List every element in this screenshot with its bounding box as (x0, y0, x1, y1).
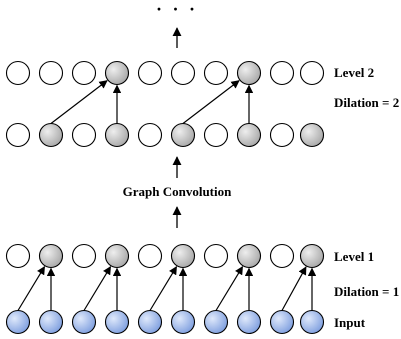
level2-row-node-9 (299, 60, 325, 86)
level2-input-row-node-0 (5, 122, 31, 148)
input-row-node-8 (269, 309, 295, 335)
level2-row-node-1 (38, 60, 64, 86)
level1-row-node-7 (236, 243, 262, 269)
level1-row-node-6 (203, 243, 229, 269)
level2-input-row-node-7 (236, 122, 262, 148)
input-row-node-7 (236, 309, 262, 335)
level1-label: Level 1 (334, 249, 374, 264)
input-row-node-2 (71, 309, 97, 335)
level2-row-node-7 (236, 60, 262, 86)
edge-layer (17, 80, 317, 311)
connection-arrow-2 (182, 80, 240, 124)
level1-row-node-5 (170, 243, 196, 269)
level2-input-row-node-5 (170, 122, 196, 148)
input-row-node-3 (104, 309, 130, 335)
input-row-node-1 (38, 309, 64, 335)
level1-row-node-0 (5, 243, 31, 269)
level2-input-row-node-4 (137, 122, 163, 148)
level2-row-node-6 (203, 60, 229, 86)
level1-row-node-1 (38, 243, 64, 269)
level2-input-row-node-2 (71, 122, 97, 148)
dilation1-label: Dilation = 1 (334, 284, 399, 299)
dilation2-label: Dilation = 2 (334, 95, 399, 110)
level2-row-node-4 (137, 60, 163, 86)
ellipsis-label: · · · (156, 0, 198, 19)
node-layer (5, 60, 325, 335)
level1-row-node-3 (104, 243, 130, 269)
connection-arrow-4 (17, 265, 46, 311)
input-row-node-5 (170, 309, 196, 335)
connection-arrow-8 (149, 265, 178, 311)
level2-input-row-node-8 (269, 122, 295, 148)
level2-row-node-2 (71, 60, 97, 86)
level2-row-node-5 (170, 60, 196, 86)
level2-input-row-node-9 (299, 122, 325, 148)
level2-input-row-node-6 (203, 122, 229, 148)
input-row-node-6 (203, 309, 229, 335)
connection-arrow-0 (50, 80, 108, 124)
connection-arrow-6 (83, 265, 112, 311)
level1-row-node-4 (137, 243, 163, 269)
level2-input-row-node-3 (104, 122, 130, 148)
graph-convolution-label: Graph Convolution (123, 184, 232, 199)
level1-row-node-9 (299, 243, 325, 269)
level2-label: Level 2 (334, 65, 374, 80)
level1-row-node-8 (269, 243, 295, 269)
level2-row-node-0 (5, 60, 31, 86)
input-row-node-0 (5, 309, 31, 335)
level2-row-node-3 (104, 60, 130, 86)
level2-input-row-node-1 (38, 122, 64, 148)
input-row-node-4 (137, 309, 163, 335)
input-label: Input (334, 315, 366, 330)
connection-arrow-12 (281, 266, 307, 311)
input-row-node-9 (299, 309, 325, 335)
connection-arrow-10 (215, 265, 244, 311)
level1-row-node-2 (71, 243, 97, 269)
level2-row-node-8 (269, 60, 295, 86)
